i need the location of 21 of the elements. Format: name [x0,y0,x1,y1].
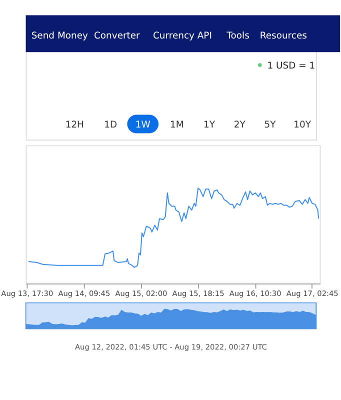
text: 10Y [294,120,312,131]
x-tick-label: Aug 15, 18:15 [172,288,225,298]
x-tick-label: Aug 17, 02:45 [286,288,339,298]
text: 12H [65,120,84,131]
text: Send Money [31,30,89,42]
text: 1M [170,120,184,131]
x-tick-label: Aug 13, 17:30 [1,288,54,298]
text: Currency API [152,30,212,42]
text: Tools [226,30,250,42]
x-tick-label: Aug 14, 09:45 [58,288,110,298]
x-tick-label: Aug 16, 10:30 [229,288,282,298]
text: Converter [94,30,140,42]
text: Resources [260,30,308,42]
text: 5Y [264,120,276,131]
text: Aug 12, 2022, 01:45 UTC - Aug 19, 2022, 00:27 UTC [74,342,267,352]
text: 1D [104,120,118,131]
text: 1W [135,120,150,131]
text: 1Y [203,120,216,131]
text: 1 USD = 1 [267,60,316,72]
text: 2Y [234,120,246,131]
x-tick-label: Aug 15, 02:00 [115,288,168,298]
